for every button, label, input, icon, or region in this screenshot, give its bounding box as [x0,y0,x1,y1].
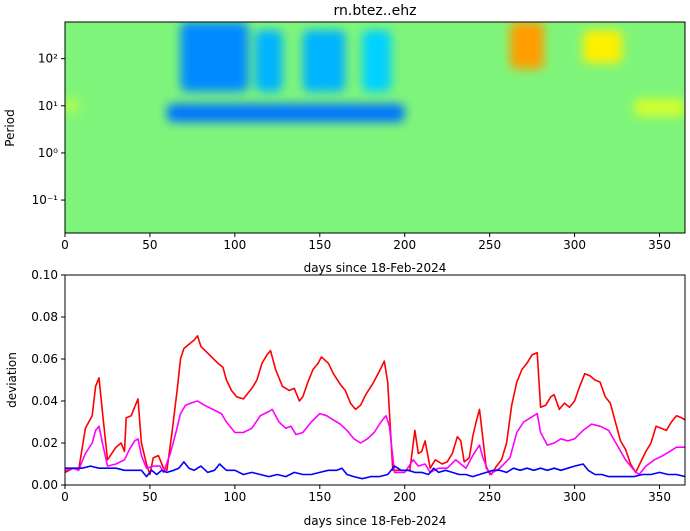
deviation-y-tick-label: 0.08 [31,310,58,324]
deviation-x-tick-label: 200 [393,490,416,504]
deviation-y-tick-label: 0.06 [31,352,58,366]
deviation-x-tick-label: 150 [308,490,331,504]
heatmap-y-ticks: 10⁻¹ 10⁰ 10¹ 10² [32,52,65,207]
deviation-x-ticks: 0 50 100 150 200 250 300 350 [61,485,671,504]
heatmap-y-tick-label: 10⁰ [38,146,58,160]
heatmap-x-tick-label: 200 [393,238,416,252]
deviation-frame [64,274,686,486]
heatmap-feature-8 [65,97,79,114]
heatmap-feature-4 [166,103,405,123]
heatmap-frame [64,21,686,234]
deviation-series-line-1 [65,400,685,476]
deviation-x-tick-label: 350 [648,490,671,504]
heatmap-feature-2 [302,30,346,92]
heatmap-x-ticks: 0 50 100 150 200 250 300 350 [61,233,671,252]
heatmap-features [65,22,685,123]
heatmap-feature-1 [255,30,283,92]
deviation-x-tick-label: 100 [223,490,246,504]
deviation-y-tick-label: 0.10 [31,268,58,282]
deviation-y-axis-label: deviation [5,352,19,408]
heatmap-x-tick-label: 50 [142,238,157,252]
deviation-panel: 0 50 100 150 200 250 300 350 0.000.020.040.060.… [5,268,686,528]
heatmap-x-tick-label: 150 [308,238,331,252]
heatmap-y-tick-label: 10² [38,52,58,66]
heatmap-x-tick-label: 250 [478,238,501,252]
heatmap-x-tick-label: 0 [61,238,69,252]
heatmap-y-tick-label: 10⁻¹ [32,193,59,207]
heatmap-feature-5 [510,22,545,70]
deviation-y-tick-label: 0.04 [31,394,58,408]
deviation-x-tick-label: 0 [61,490,69,504]
deviation-y-tick-label: 0.02 [31,436,58,450]
heatmap-title: rn.btez..ehz [334,3,417,19]
heatmap-x-axis-label: days since 18-Feb-2024 [304,261,447,275]
deviation-x-tick-label: 300 [563,490,586,504]
deviation-series-line-0 [65,335,685,476]
deviation-x-tick-label: 50 [142,490,157,504]
deviation-y-ticks: 0.00 0.02 0.04 0.06 0.08 0.10 [31,268,65,492]
heatmap-y-axis-label: Period [3,109,17,146]
deviation-series-line-2 [65,461,685,480]
heatmap-panel: rn.btez..ehz 0 50 100 150 200 250 300 350 10⁻¹1… [3,3,686,275]
heatmap-feature-0 [180,22,249,92]
deviation-x-tick-label: 250 [478,490,501,504]
heatmap-x-tick-label: 300 [563,238,586,252]
deviation-x-axis-label: days since 18-Feb-2024 [304,514,447,528]
heatmap-feature-3 [362,30,392,92]
heatmap-x-tick-label: 350 [648,238,671,252]
heatmap-x-tick-label: 100 [223,238,246,252]
heatmap-y-tick-label: 10¹ [38,99,58,113]
heatmap-feature-7 [634,98,685,117]
deviation-series-group [65,335,685,480]
heatmap-feature-6 [583,30,623,64]
deviation-y-tick-label: 0.00 [31,478,58,492]
